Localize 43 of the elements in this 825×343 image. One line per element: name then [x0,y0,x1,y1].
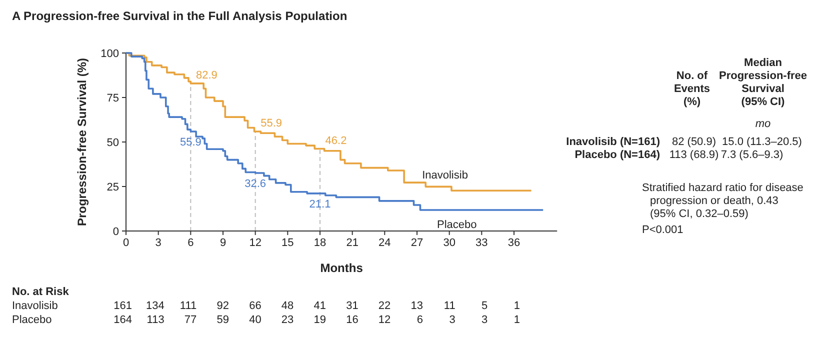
chart-title: A Progression-free Survival in the Full Analysis Population [12,9,348,23]
x-tick-label: 3 [155,237,162,249]
x-tick-label: 27 [410,237,424,249]
annotation: 46.2 [325,134,347,147]
text: 113 (68.9) [669,149,719,161]
x-tick-label: 0 [122,237,130,249]
x-tick-label: 33 [476,237,488,249]
x-tick-label: 15 [282,237,294,249]
x-tick-label: 24 [378,237,391,249]
x-tick-label: 9 [220,237,226,249]
x-tick-label: 36 [508,237,520,249]
annotation: 21.1 [309,198,331,210]
x-tick-label: 30 [443,237,456,249]
text: Inavolisib 161 134 111 92 66 48 41 31 22 13 11 5 1 [12,300,520,312]
x-tick-label: 12 [249,237,262,249]
text: 15.0 (11.3–20.5) [722,136,802,148]
text: Placebo 164 113 77 59 40 23 19 16 12 6 3 3 1 [12,314,520,326]
x-tick-label: 18 [314,237,326,249]
y-tick-label: 50 [106,137,119,149]
y-tick-label: 100 [100,48,119,60]
annotation: 55.9 [180,136,202,148]
series-label: Inavolisib [422,170,468,182]
text: No. at Risk [12,286,70,298]
annotation: 82.9 [196,69,218,82]
annotation: 55.9 [260,118,282,130]
y-tick-label: 25 [106,182,119,194]
text: 82 (50.9) [672,136,716,148]
text: 7.3 (5.6–9.3) [720,149,784,161]
text: Placebo (N=164) [574,149,660,161]
text: Inavolisib (N=161) [566,136,660,148]
y-tick-label: 0 [112,226,119,238]
text: No. of Events (%) [674,70,710,108]
x-axis-title: Months [320,261,364,275]
annotation: 32.6 [244,178,266,190]
text: mo [755,118,771,130]
text: Stratified hazard ratio for disease progression or death, 0.43 (95% CI, 0.32–0.59) [642,182,804,220]
x-tick-label: 21 [346,237,358,249]
text: Median Progression-free Survival (95% CI) [718,57,808,108]
y-tick-label: 75 [106,92,119,104]
text: P<0.001 [642,224,684,236]
x-tick-label: 6 [188,237,194,249]
series-label: Placebo [436,218,477,231]
y-axis-title: Progression-free Survival (%) [75,58,89,226]
